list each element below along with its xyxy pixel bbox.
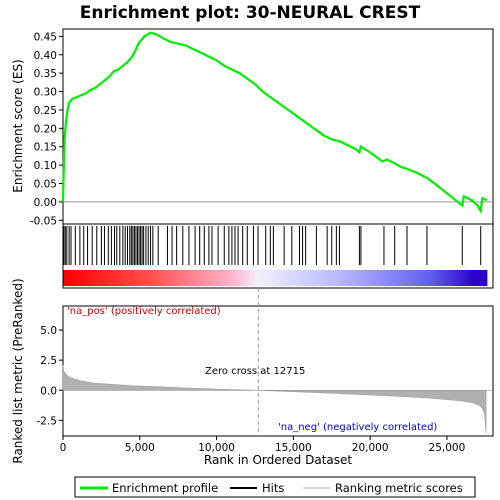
zero-cross-label: Zero cross at 12715 <box>205 366 305 377</box>
x-tick-label: 5,000 <box>125 442 155 454</box>
x-tick-label: 15,000 <box>275 442 312 454</box>
ranking-metric-area <box>62 364 487 434</box>
enrichment-profile-line <box>61 31 488 215</box>
x-axis: 0 5,000 10,000 15,000 20,000 25,000 <box>60 436 466 454</box>
es-y-tick-label: 0.30 <box>34 87 57 99</box>
metric-panel: -2.5 0.0 2.5 5.0 <box>37 288 493 436</box>
chart-title: Enrichment plot: 30-NEURAL CREST <box>80 3 421 23</box>
neg-correlated-label: 'na_neg' (negatively correlated) <box>278 422 437 433</box>
es-y-tick-label: 0.10 <box>34 160 57 172</box>
es-y-tick-label: -0.05 <box>30 215 57 227</box>
x-tick-label: 20,000 <box>352 442 389 454</box>
rank-band <box>63 270 488 286</box>
es-y-tick-label: 0.00 <box>34 197 57 209</box>
rank-color-band <box>63 270 488 286</box>
legend-label-ranking: Ranking metric scores <box>335 481 463 495</box>
x-tick-label: 0 <box>60 442 67 454</box>
es-y-tick-label: 0.20 <box>34 123 57 135</box>
es-y-tick-label: 0.15 <box>34 142 57 154</box>
es-y-tick-label: 0.45 <box>34 31 57 43</box>
metric-y-tick-label: 2.5 <box>40 355 57 367</box>
metric-y-tick-label: 5.0 <box>40 325 57 337</box>
es-y-axis-label: Enrichment score (ES) <box>11 59 25 192</box>
metric-panel-frame <box>62 305 494 437</box>
es-panel-frame <box>62 28 494 225</box>
x-tick-label: 10,000 <box>198 442 235 454</box>
x-axis-label: Rank in Ordered Dataset <box>204 453 352 467</box>
metric-y-axis-label: Ranked list metric (PreRanked) <box>11 278 25 463</box>
legend-box <box>74 476 476 498</box>
x-tick-label: 25,000 <box>429 442 466 454</box>
metric-y-tick-label: -2.5 <box>37 415 58 427</box>
legend: Enrichment profile Hits Ranking metric s… <box>74 476 476 498</box>
pos-correlated-label: 'na_pos' (positively correlated) <box>67 306 221 317</box>
legend-label-enrichment: Enrichment profile <box>112 481 218 495</box>
es-y-tick-label: 0.05 <box>34 179 57 191</box>
es-y-tick-label: 0.25 <box>34 105 57 117</box>
legend-label-hits: Hits <box>262 481 284 495</box>
es-y-tick-label: 0.40 <box>34 50 57 62</box>
hits-panel <box>63 226 482 265</box>
es-y-tick-label: 0.35 <box>34 68 57 80</box>
metric-y-tick-label: 0.0 <box>40 385 57 397</box>
es-panel: -0.05 0.00 0.05 0.10 0.15 0.20 0.25 0.30 0.35 0.4… <box>30 31 493 227</box>
